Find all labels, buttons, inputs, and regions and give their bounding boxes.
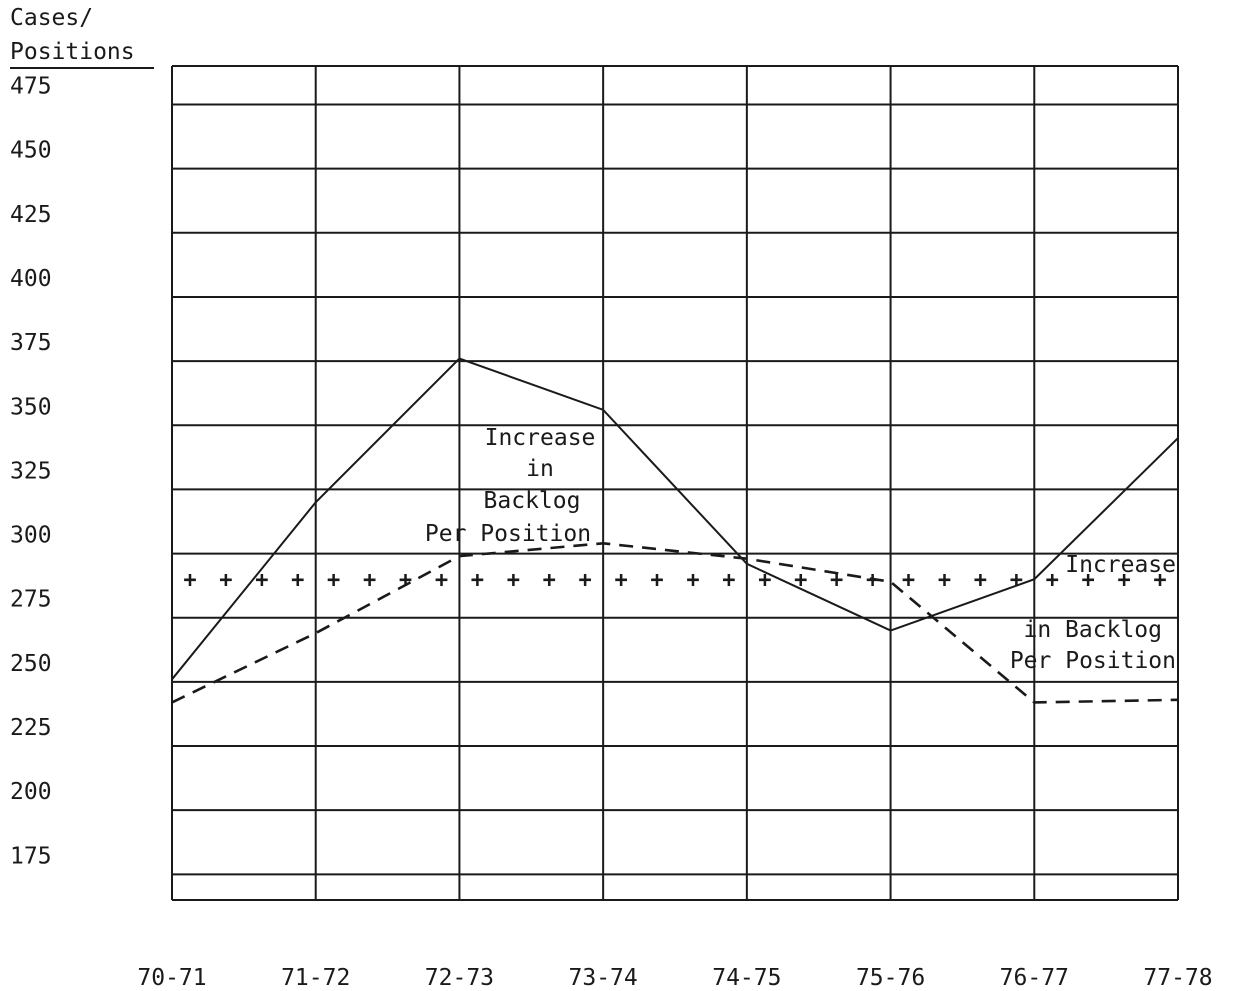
plus-marker: +: [758, 568, 771, 593]
dashed-series-line: [171, 541, 1179, 704]
plus-marker: +: [363, 568, 376, 593]
plus-marker: +: [794, 568, 807, 593]
y-tick-label: 325: [10, 458, 52, 484]
annotations: Increase in Backlog Per Position Increase in …: [425, 425, 1176, 674]
y-tick-label: 450: [10, 138, 52, 164]
plus-marker: +: [614, 568, 627, 593]
y-axis-label-line-2: Positions: [10, 39, 135, 65]
annotation-2-line: Per Position: [1010, 648, 1176, 674]
annotation-2-line: in Backlog: [1024, 617, 1162, 643]
annotation-2-line: Increase: [1065, 552, 1176, 578]
plus-marker: +: [866, 568, 879, 593]
plus-marker: +: [1046, 568, 1059, 593]
series-lines: + + + + + + + + + + + + + + + + + + + + + + + + + + + +: [171, 357, 1179, 704]
x-tick-label: 73-74: [569, 965, 638, 991]
plus-marker: +: [255, 568, 268, 593]
plus-marker: +: [938, 568, 951, 593]
annotation-1-line: Backlog: [484, 488, 581, 514]
plus-marker: +: [1117, 568, 1130, 593]
plus-marker: +: [183, 568, 196, 593]
plus-marker: +: [327, 568, 340, 593]
plus-marker: +: [1153, 568, 1166, 593]
plus-marker: +: [830, 568, 843, 593]
annotation-1-line: in: [526, 456, 554, 482]
y-tick-label: 375: [10, 330, 52, 356]
y-tick-label: 275: [10, 587, 52, 613]
x-tick-label: 72-73: [425, 965, 494, 991]
plus-marker: +: [219, 568, 232, 593]
y-axis-label-line-1: Cases/: [10, 5, 93, 31]
plus-marker: +: [1010, 568, 1023, 593]
plus-marker: +: [902, 568, 915, 593]
y-tick-label: 300: [10, 523, 52, 549]
y-tick-label: 475: [10, 73, 52, 99]
plus-marker: +: [686, 568, 699, 593]
x-tick-label: 74-75: [712, 965, 781, 991]
y-tick-label: 175: [10, 843, 52, 869]
y-tick-label: 225: [10, 715, 52, 741]
plus-marker: +: [399, 568, 412, 593]
annotation-1-line: Increase: [485, 425, 596, 451]
x-tick-label: 75-76: [856, 965, 925, 991]
gridlines: [171, 65, 1179, 901]
x-tick-label: 70-71: [137, 965, 206, 991]
y-tick-label: 400: [10, 266, 52, 292]
plus-marker: +: [435, 568, 448, 593]
plus-marker: +: [543, 568, 556, 593]
y-tick-label: 425: [10, 202, 52, 228]
annotation-1-line: Per Position: [425, 521, 591, 547]
y-tick-label: 350: [10, 394, 52, 420]
plus-marker: +: [507, 568, 520, 593]
y-tick-labels: 475 450 425 400 375 350 325 300 275 250 225 200 175: [10, 73, 52, 869]
y-tick-label: 250: [10, 651, 52, 677]
plus-marker: +: [722, 568, 735, 593]
plus-marker: +: [471, 568, 484, 593]
plus-marker: +: [650, 568, 663, 593]
x-tick-label: 71-72: [281, 965, 350, 991]
plus-marker: +: [1082, 568, 1095, 593]
y-tick-label: 200: [10, 779, 52, 805]
x-tick-label: 77-78: [1143, 965, 1212, 991]
x-tick-labels: 70-71 71-72 72-73 73-74 74-75 75-76 76-77 77-78: [137, 965, 1212, 991]
solid-series-line: [171, 357, 1179, 680]
plus-marker: +: [974, 568, 987, 593]
plus-marker: +: [291, 568, 304, 593]
x-tick-label: 76-77: [1000, 965, 1069, 991]
plus-marker: +: [579, 568, 592, 593]
